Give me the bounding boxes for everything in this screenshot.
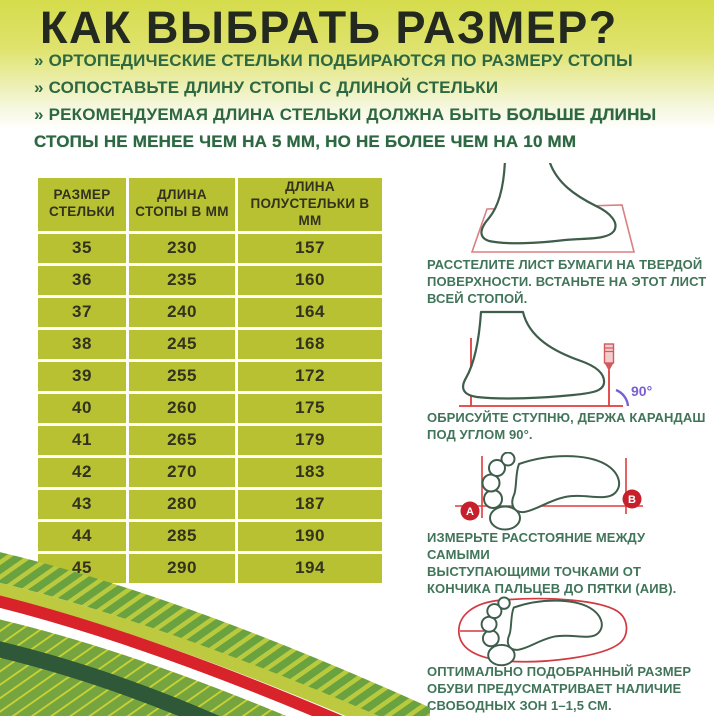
cell-half-insole: 194 xyxy=(235,550,385,586)
cell-half-insole: 164 xyxy=(235,294,385,330)
footprint-outline-icon xyxy=(481,452,621,531)
cell-half-insole: 160 xyxy=(235,262,385,298)
cell-foot-length: 230 xyxy=(126,230,238,266)
cell-foot-length: 245 xyxy=(126,326,238,362)
cell-size: 39 xyxy=(35,358,129,394)
decorative-waves xyxy=(0,552,430,716)
step-4-text: ОПТИМАЛЬНО ПОДОБРАННЫЙ РАЗМЕР ОБУВИ ПРЕД… xyxy=(427,664,692,713)
cell-foot-length: 255 xyxy=(126,358,238,394)
table-row: 40 260 175 xyxy=(35,390,385,426)
header-insole-size: РАЗМЕР СТЕЛЬКИ xyxy=(35,175,129,234)
cell-foot-length: 235 xyxy=(126,262,238,298)
point-a-badge: А xyxy=(460,501,480,521)
wave-stripe-dark xyxy=(0,641,220,716)
point-b-label: В xyxy=(628,494,636,506)
bullet-2: » СОПОСТАВЬТЕ ДЛИНУ СТОПЫ С ДЛИНОЙ СТЕЛЬ… xyxy=(34,78,499,97)
table-row: 38 245 168 xyxy=(35,326,385,362)
bullet-1: » ОРТОПЕДИЧЕСКИЕ СТЕЛЬКИ ПОДБИРАЮТСЯ ПО … xyxy=(34,51,633,70)
trace-foot-pencil-diagram: 90° xyxy=(459,310,652,407)
foot-on-paper-diagram xyxy=(470,163,636,253)
wave-fill-hatched xyxy=(0,619,287,716)
footprint-outline-icon xyxy=(480,596,603,667)
insole-fit-diagram xyxy=(458,596,628,667)
table-row: 37 240 164 xyxy=(35,294,385,330)
table-row: 35 230 157 xyxy=(35,230,385,266)
cell-half-insole: 168 xyxy=(235,326,385,362)
header-half-insole-length: ДЛИНА ПОЛУСТЕЛЬКИ В ММ xyxy=(235,175,385,234)
cell-half-insole: 179 xyxy=(235,422,385,458)
step-1-text: РАССТЕЛИТЕ ЛИСТ БУМАГИ НА ТВЕРДОЙ ПОВЕРХ… xyxy=(427,257,707,306)
wave-stripe-light xyxy=(0,582,379,716)
angle-arc-icon xyxy=(615,388,630,407)
wave-stripe-red xyxy=(0,595,343,716)
cell-size: 43 xyxy=(35,486,129,522)
bullet-3: » РЕКОМЕНДУЕМАЯ ДЛИНА СТЕЛЬКИ ДОЛЖНА БЫТ… xyxy=(34,101,706,155)
size-table: РАЗМЕР СТЕЛЬКИ ДЛИНА СТОПЫ В ММ ДЛИНА ПО… xyxy=(35,175,385,586)
cell-half-insole: 190 xyxy=(235,518,385,554)
point-a-label: А xyxy=(466,506,474,518)
step-2-text: ОБРИСУЙТЕ СТУПНЮ, ДЕРЖА КАРАНДАШ ПОД УГЛ… xyxy=(427,410,706,442)
intro-bullets: » ОРТОПЕДИЧЕСКИЕ СТЕЛЬКИ ПОДБИРАЮТСЯ ПО … xyxy=(34,47,706,155)
table-row: 36 235 160 xyxy=(35,262,385,298)
wave-band-hatched xyxy=(0,552,430,716)
header-foot-length: ДЛИНА СТОПЫ В ММ xyxy=(126,175,238,234)
foot-outline-icon xyxy=(462,310,606,400)
table-row: 45 290 194 xyxy=(35,550,385,586)
cell-half-insole: 172 xyxy=(235,358,385,394)
cell-half-insole: 175 xyxy=(235,390,385,426)
table-row: 43 280 187 xyxy=(35,486,385,522)
cell-foot-length: 260 xyxy=(126,390,238,426)
point-b-badge: В xyxy=(622,489,642,509)
table-row: 39 255 172 xyxy=(35,358,385,394)
table-row: 44 285 190 xyxy=(35,518,385,554)
cell-foot-length: 290 xyxy=(126,550,238,586)
foot-outline-icon xyxy=(480,163,617,245)
angle-label: 90° xyxy=(631,383,652,399)
table-row: 42 270 183 xyxy=(35,454,385,490)
cell-size: 40 xyxy=(35,390,129,426)
table-row: 41 265 179 xyxy=(35,422,385,458)
cell-foot-length: 240 xyxy=(126,294,238,330)
cell-foot-length: 280 xyxy=(126,486,238,522)
cell-half-insole: 187 xyxy=(235,486,385,522)
cell-size: 36 xyxy=(35,262,129,298)
cell-size: 41 xyxy=(35,422,129,458)
cell-half-insole: 183 xyxy=(235,454,385,490)
cell-size: 35 xyxy=(35,230,129,266)
pencil-icon xyxy=(603,343,615,371)
cell-size: 44 xyxy=(35,518,129,554)
cell-size: 42 xyxy=(35,454,129,490)
bullet-3-emphasis: БОЛЬШЕ ДЛИНЫ СТОПЫ НЕ МЕНЕЕ ЧЕМ НА 5 ММ,… xyxy=(34,105,657,151)
wave-stripe-white xyxy=(0,608,310,716)
step-3-text: ИЗМЕРЬТЕ РАССТОЯНИЕ МЕЖДУ САМЫМИ ВЫСТУПА… xyxy=(427,530,677,596)
cell-foot-length: 265 xyxy=(126,422,238,458)
header-gradient-background xyxy=(0,0,714,130)
cell-size: 38 xyxy=(35,326,129,362)
cell-size: 37 xyxy=(35,294,129,330)
cell-foot-length: 285 xyxy=(126,518,238,554)
page-title: КАК ВЫБРАТЬ РАЗМЕР? xyxy=(40,2,618,53)
cell-foot-length: 270 xyxy=(126,454,238,490)
measure-footprint-diagram: А В xyxy=(455,452,643,531)
bullet-3-lead: » РЕКОМЕНДУЕМАЯ ДЛИНА СТЕЛЬКИ ДОЛЖНА БЫТ… xyxy=(34,105,507,124)
size-table-header-row: РАЗМЕР СТЕЛЬКИ ДЛИНА СТОПЫ В ММ ДЛИНА ПО… xyxy=(35,175,385,234)
cell-half-insole: 157 xyxy=(235,230,385,266)
